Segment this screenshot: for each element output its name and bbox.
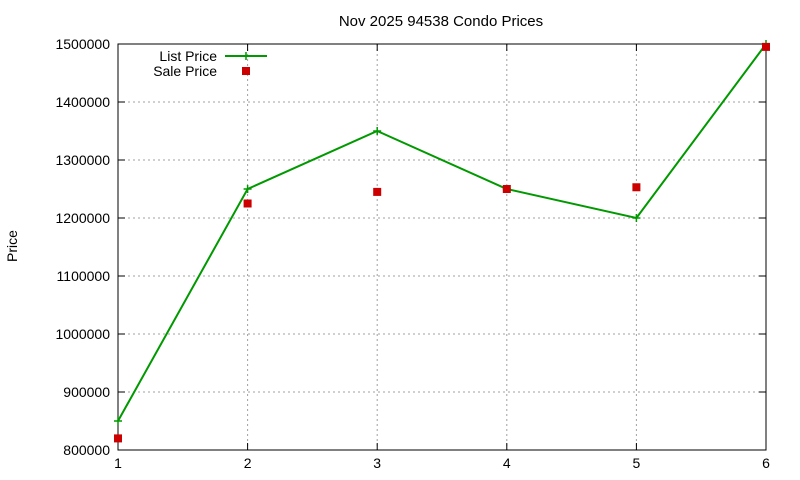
data-point-sale-price [114,434,122,443]
data-point-sale-price [502,185,511,193]
x-tick-label: 1 [114,455,122,471]
y-tick-label: 1200000 [55,210,110,226]
legend-marker-sale-price [242,67,250,75]
data-point-list-price [632,214,641,222]
data-point-sale-price [632,183,641,192]
x-tick-label: 4 [503,455,511,471]
data-point-sale-price [762,42,770,51]
legend-label-list-price: List Price [159,48,217,64]
y-tick-label: 900000 [63,384,110,400]
x-tick-label: 2 [244,455,252,471]
y-axis-label: Price [4,230,20,262]
axes: 800000 900000 1000000 1100000 1200000 1300000… [55,36,770,471]
y-tick-label: 1400000 [55,94,110,110]
data-point-list-price [114,417,122,425]
y-tick-label: 1500000 [55,36,110,52]
data-point-list-price [243,185,252,193]
y-tick-label: 1100000 [57,268,111,284]
chart-title: Nov 2025 94538 Condo Prices [339,13,543,30]
x-tick-label: 5 [633,455,641,471]
legend-label-sale-price: Sale Price [153,63,217,79]
y-tick-label: 800000 [63,442,110,458]
data-point-sale-price [243,199,252,208]
data-point-sale-price [373,187,382,196]
series-line-list-price [117,43,767,422]
series [114,40,770,443]
y-tick-label: 1300000 [55,152,110,168]
plot-border [117,43,767,451]
y-tick-label: 1000000 [55,326,110,342]
x-tick-label: 3 [373,455,381,471]
grid [118,44,766,450]
x-tick-label: 6 [762,455,770,471]
data-point-list-price [373,127,382,135]
